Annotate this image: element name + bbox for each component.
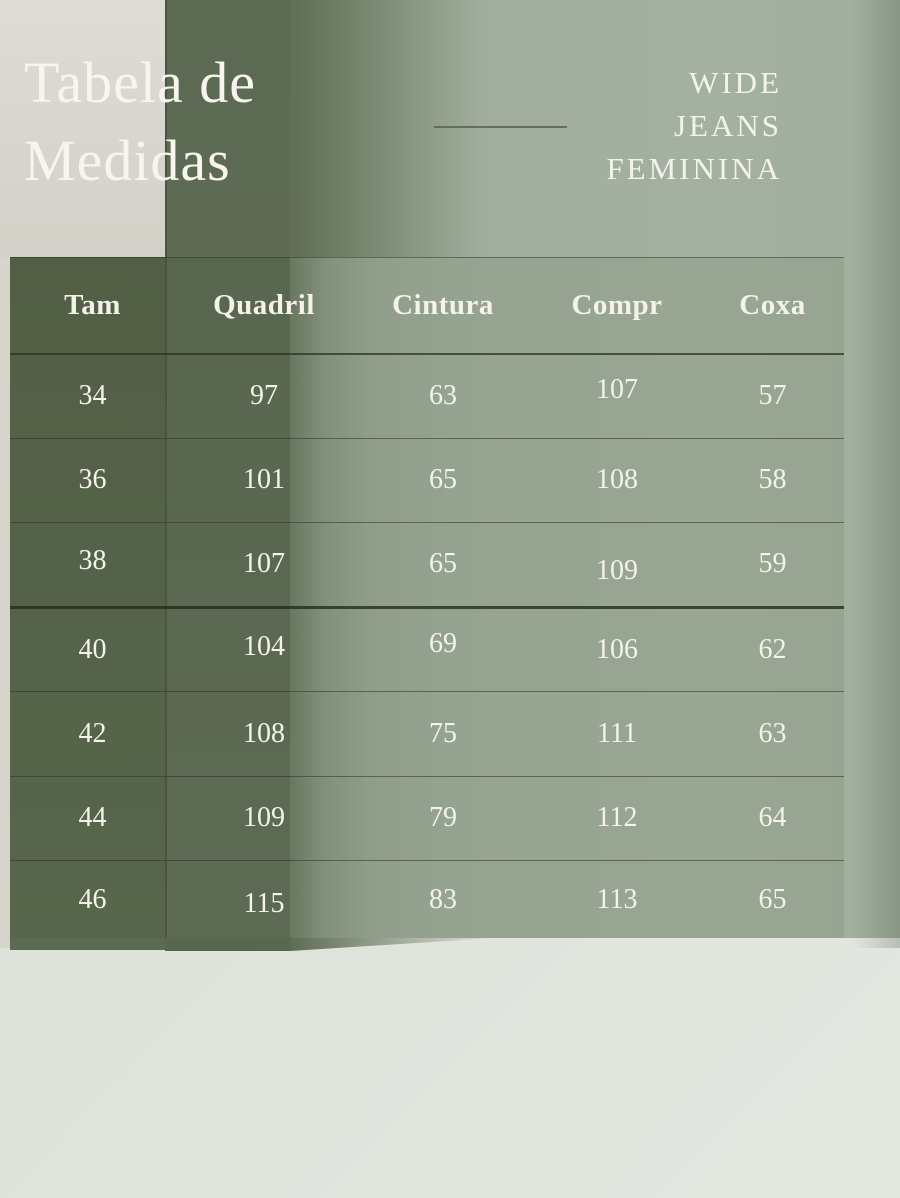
table-cell: 42 (78, 717, 107, 749)
table-cell: 107 (596, 374, 638, 405)
product-subtitle: WIDE JEANS FEMININA (606, 61, 782, 190)
table-cell: 65 (429, 464, 457, 496)
floor (0, 938, 900, 1198)
table-header-row: Tam Quadril Cintura Compr Coxa (10, 258, 844, 354)
table-cell: 63 (758, 717, 787, 749)
table-cell: 44 (78, 802, 107, 834)
table-cell: 83 (429, 883, 457, 915)
table-cell: 64 (758, 802, 787, 834)
column-header-tam: Tam (64, 288, 121, 321)
table-cell: 111 (597, 717, 637, 749)
right-edge-shade (852, 0, 900, 948)
column-header-compr: Compr (571, 288, 663, 321)
table-cell: 36 (78, 464, 107, 496)
column-header-coxa: Coxa (739, 288, 806, 321)
table-row: 38 107 65 109 59 (10, 523, 844, 607)
table-cell: 58 (758, 464, 787, 496)
page-title-line1: Tabela de (24, 50, 256, 115)
table-cell: 97 (250, 380, 278, 411)
measurements-table: Tam Quadril Cintura Compr Coxa 34 97 63 107… (10, 257, 844, 939)
table-left-dark-band (10, 257, 165, 950)
gray-wall-panel (0, 0, 165, 257)
subtitle-line1: WIDE (689, 65, 782, 100)
table-cell: 101 (243, 464, 285, 496)
table-header: Tam Quadril Cintura Compr Coxa (10, 258, 844, 354)
wall-shadow-gradient (290, 0, 485, 257)
table-cell: 115 (243, 887, 285, 919)
table-body: 34 97 63 107 57 36 101 65 108 58 38 107 65 109 59 40 104… (10, 354, 844, 939)
column-header-quadril: Quadril (213, 288, 315, 321)
table-cell: 109 (596, 555, 638, 587)
table-row: 40 104 69 106 62 (10, 607, 844, 692)
table-row: 44 109 79 112 64 (10, 776, 844, 861)
table-cell: 62 (758, 633, 787, 665)
table-cell: 112 (596, 802, 638, 834)
dark-green-column (165, 0, 290, 950)
table-cell: 79 (429, 802, 457, 834)
page-title-line2: Medidas (24, 128, 231, 193)
table-cell: 34 (78, 380, 107, 411)
subtitle-line3: FEMININA (606, 151, 782, 186)
table-cell: 108 (243, 717, 285, 749)
table-row: 34 97 63 107 57 (10, 354, 844, 438)
page-title: Tabela de Medidas (24, 44, 256, 200)
table-row: 46 115 83 113 65 (10, 861, 844, 939)
table-cell: 38 (78, 545, 107, 577)
table-cell: 108 (596, 464, 638, 496)
table-cell: 69 (429, 627, 457, 659)
gray-wall-edge-strip (0, 257, 10, 948)
subtitle-line2: JEANS (673, 108, 782, 143)
table-cell: 113 (596, 883, 638, 915)
column-header-cintura: Cintura (392, 288, 494, 321)
table-cell: 75 (429, 717, 457, 749)
table-row: 36 101 65 108 58 (10, 438, 844, 523)
table-cell: 109 (243, 802, 285, 834)
table-cell: 65 (758, 883, 787, 915)
table-tint-overlay (10, 257, 844, 938)
table-cell: 57 (758, 380, 787, 411)
divider-line (434, 126, 567, 128)
table-cell: 40 (78, 633, 107, 665)
table-cell: 107 (243, 548, 285, 580)
table-row: 42 108 75 111 63 (10, 692, 844, 776)
table-cell: 59 (758, 548, 787, 580)
table-cell: 65 (429, 548, 457, 580)
table-cell: 63 (429, 380, 457, 411)
table-cell: 104 (243, 630, 285, 662)
table-cell: 46 (78, 883, 107, 915)
table-cell: 106 (596, 633, 638, 665)
